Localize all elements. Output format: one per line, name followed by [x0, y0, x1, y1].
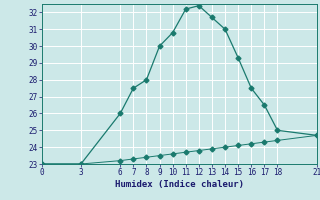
- X-axis label: Humidex (Indice chaleur): Humidex (Indice chaleur): [115, 180, 244, 189]
